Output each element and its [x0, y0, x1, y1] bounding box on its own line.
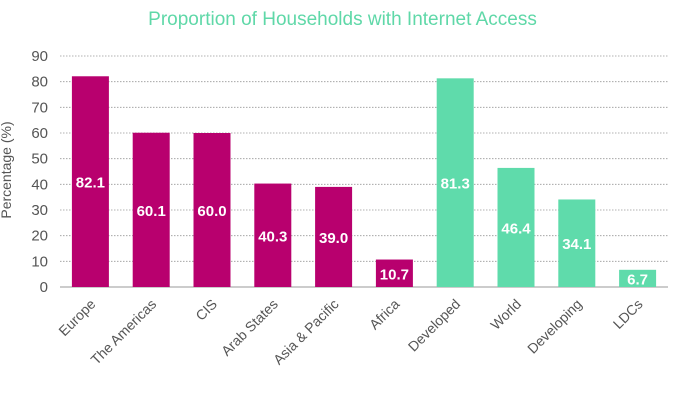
bar-asia-pacific	[315, 186, 353, 287]
y-tick-label: 30	[31, 202, 48, 219]
data-label: 10.7	[380, 266, 409, 283]
bars	[71, 76, 657, 287]
y-axis-label: Percentage (%)	[0, 121, 14, 218]
data-label: 60.0	[197, 203, 226, 220]
y-tick-label: 40	[31, 176, 48, 193]
data-label: 40.3	[258, 228, 287, 245]
chart-title: Proportion of Households with Internet A…	[148, 9, 537, 30]
y-tick-label: 60	[31, 125, 48, 142]
y-tick-label: 0	[40, 279, 48, 296]
bar-developed	[436, 78, 474, 287]
y-tick-label: 50	[31, 151, 48, 168]
bar-the-americas	[132, 132, 170, 287]
x-tick-label: CIS	[192, 296, 220, 324]
bar-ldcs	[619, 269, 657, 287]
y-tick-label: 90	[31, 48, 48, 65]
bar-africa	[375, 259, 413, 287]
y-tick-label: 20	[31, 228, 48, 245]
x-tick-label: Africa	[366, 296, 403, 333]
data-label: 46.4	[501, 220, 531, 237]
x-tick-label: World	[487, 296, 524, 333]
data-label: 6.7	[627, 271, 648, 288]
data-label: 60.1	[137, 203, 166, 220]
y-tick-label: 70	[31, 99, 48, 116]
bar-europe	[71, 76, 109, 287]
x-tick-label: Europe	[55, 296, 98, 339]
x-tick-label: Developing	[524, 296, 585, 357]
x-tick-label: LDCs	[610, 296, 646, 332]
y-tick-label: 10	[31, 253, 48, 270]
x-tick-label: Developed	[405, 296, 464, 355]
data-label: 34.1	[562, 236, 591, 253]
bar-world	[497, 167, 535, 287]
bar-developing	[558, 199, 596, 287]
data-labels: 82.1 60.1 60.0 40.3 39.0 10.7 81.3 46.4 34.1 6.7	[76, 175, 648, 289]
y-tick-label: 80	[31, 74, 48, 91]
data-label: 39.0	[319, 230, 348, 247]
x-tick-label: The Americas	[87, 296, 159, 368]
x-tick-label: Arab States	[218, 296, 281, 359]
data-label: 81.3	[441, 176, 470, 193]
data-label: 82.1	[76, 175, 105, 192]
x-tick-label: Asia & Pacific	[270, 296, 342, 368]
bar-cis	[193, 133, 231, 287]
bar-arab-states	[254, 183, 292, 287]
y-axis-ticks: 0 10 20 30 40 50 60 70 80 90	[31, 48, 48, 296]
